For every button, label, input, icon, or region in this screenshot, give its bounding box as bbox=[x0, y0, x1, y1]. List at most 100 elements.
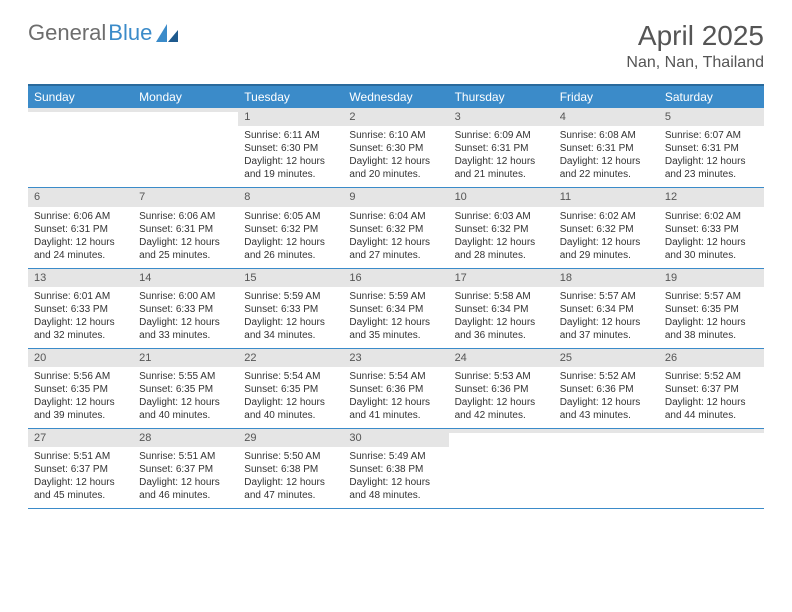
daylight-text: Daylight: 12 hours and 43 minutes. bbox=[560, 396, 653, 422]
sunset-text: Sunset: 6:33 PM bbox=[665, 223, 758, 236]
day-number: 13 bbox=[28, 269, 133, 287]
sunset-text: Sunset: 6:30 PM bbox=[244, 142, 337, 155]
sunrise-text: Sunrise: 5:54 AM bbox=[244, 370, 337, 383]
day-name: Thursday bbox=[449, 86, 554, 108]
sunrise-text: Sunrise: 6:09 AM bbox=[455, 129, 548, 142]
sunrise-text: Sunrise: 5:55 AM bbox=[139, 370, 232, 383]
sunset-text: Sunset: 6:36 PM bbox=[560, 383, 653, 396]
cell-body: Sunrise: 5:59 AMSunset: 6:34 PMDaylight:… bbox=[343, 287, 448, 348]
sunset-text: Sunset: 6:31 PM bbox=[455, 142, 548, 155]
daylight-text: Daylight: 12 hours and 39 minutes. bbox=[34, 396, 127, 422]
day-number: 9 bbox=[343, 188, 448, 206]
calendar-cell: 23Sunrise: 5:54 AMSunset: 6:36 PMDayligh… bbox=[343, 349, 448, 428]
sunrise-text: Sunrise: 5:57 AM bbox=[665, 290, 758, 303]
cell-body: Sunrise: 6:08 AMSunset: 6:31 PMDaylight:… bbox=[554, 126, 659, 187]
daylight-text: Daylight: 12 hours and 48 minutes. bbox=[349, 476, 442, 502]
sunset-text: Sunset: 6:37 PM bbox=[139, 463, 232, 476]
cell-body bbox=[28, 112, 133, 164]
sunrise-text: Sunrise: 5:51 AM bbox=[34, 450, 127, 463]
sunset-text: Sunset: 6:37 PM bbox=[665, 383, 758, 396]
day-name: Sunday bbox=[28, 86, 133, 108]
calendar-cell: 9Sunrise: 6:04 AMSunset: 6:32 PMDaylight… bbox=[343, 188, 448, 267]
cell-body: Sunrise: 6:05 AMSunset: 6:32 PMDaylight:… bbox=[238, 207, 343, 268]
sunrise-text: Sunrise: 5:59 AM bbox=[349, 290, 442, 303]
calendar-cell: 12Sunrise: 6:02 AMSunset: 6:33 PMDayligh… bbox=[659, 188, 764, 267]
daylight-text: Daylight: 12 hours and 47 minutes. bbox=[244, 476, 337, 502]
day-number: 25 bbox=[554, 349, 659, 367]
calendar-cell: 24Sunrise: 5:53 AMSunset: 6:36 PMDayligh… bbox=[449, 349, 554, 428]
week-row: 6Sunrise: 6:06 AMSunset: 6:31 PMDaylight… bbox=[28, 188, 764, 268]
calendar-cell bbox=[449, 429, 554, 508]
logo-sail-icon bbox=[156, 24, 178, 42]
location: Nan, Nan, Thailand bbox=[626, 54, 764, 72]
sunrise-text: Sunrise: 6:06 AM bbox=[139, 210, 232, 223]
sunset-text: Sunset: 6:34 PM bbox=[349, 303, 442, 316]
cell-body bbox=[449, 433, 554, 485]
day-number: 8 bbox=[238, 188, 343, 206]
sunrise-text: Sunrise: 6:02 AM bbox=[560, 210, 653, 223]
cell-body: Sunrise: 5:54 AMSunset: 6:35 PMDaylight:… bbox=[238, 367, 343, 428]
sunset-text: Sunset: 6:38 PM bbox=[349, 463, 442, 476]
day-number: 19 bbox=[659, 269, 764, 287]
sunrise-text: Sunrise: 6:01 AM bbox=[34, 290, 127, 303]
calendar-cell: 16Sunrise: 5:59 AMSunset: 6:34 PMDayligh… bbox=[343, 269, 448, 348]
cell-body: Sunrise: 6:07 AMSunset: 6:31 PMDaylight:… bbox=[659, 126, 764, 187]
day-number: 23 bbox=[343, 349, 448, 367]
day-number: 29 bbox=[238, 429, 343, 447]
calendar-cell: 30Sunrise: 5:49 AMSunset: 6:38 PMDayligh… bbox=[343, 429, 448, 508]
day-number: 30 bbox=[343, 429, 448, 447]
day-number: 22 bbox=[238, 349, 343, 367]
day-number: 16 bbox=[343, 269, 448, 287]
day-number: 14 bbox=[133, 269, 238, 287]
daylight-text: Daylight: 12 hours and 19 minutes. bbox=[244, 155, 337, 181]
sunset-text: Sunset: 6:35 PM bbox=[665, 303, 758, 316]
day-number: 7 bbox=[133, 188, 238, 206]
daylight-text: Daylight: 12 hours and 24 minutes. bbox=[34, 236, 127, 262]
cell-body bbox=[554, 433, 659, 485]
sunset-text: Sunset: 6:36 PM bbox=[349, 383, 442, 396]
sunrise-text: Sunrise: 5:58 AM bbox=[455, 290, 548, 303]
sunrise-text: Sunrise: 5:51 AM bbox=[139, 450, 232, 463]
daylight-text: Daylight: 12 hours and 40 minutes. bbox=[244, 396, 337, 422]
weeks-container: 1Sunrise: 6:11 AMSunset: 6:30 PMDaylight… bbox=[28, 108, 764, 509]
day-number: 21 bbox=[133, 349, 238, 367]
sunrise-text: Sunrise: 5:54 AM bbox=[349, 370, 442, 383]
cell-body: Sunrise: 5:52 AMSunset: 6:36 PMDaylight:… bbox=[554, 367, 659, 428]
cell-body: Sunrise: 5:50 AMSunset: 6:38 PMDaylight:… bbox=[238, 447, 343, 508]
sunrise-text: Sunrise: 6:11 AM bbox=[244, 129, 337, 142]
day-header-row: Sunday Monday Tuesday Wednesday Thursday… bbox=[28, 84, 764, 108]
day-number: 27 bbox=[28, 429, 133, 447]
day-number: 6 bbox=[28, 188, 133, 206]
logo: GeneralBlue bbox=[28, 20, 178, 46]
sunrise-text: Sunrise: 6:03 AM bbox=[455, 210, 548, 223]
daylight-text: Daylight: 12 hours and 22 minutes. bbox=[560, 155, 653, 181]
calendar-cell bbox=[28, 108, 133, 187]
sunset-text: Sunset: 6:38 PM bbox=[244, 463, 337, 476]
week-row: 20Sunrise: 5:56 AMSunset: 6:35 PMDayligh… bbox=[28, 349, 764, 429]
calendar-cell: 21Sunrise: 5:55 AMSunset: 6:35 PMDayligh… bbox=[133, 349, 238, 428]
top-bar: GeneralBlue April 2025 Nan, Nan, Thailan… bbox=[28, 20, 764, 72]
calendar-cell: 22Sunrise: 5:54 AMSunset: 6:35 PMDayligh… bbox=[238, 349, 343, 428]
cell-body: Sunrise: 6:02 AMSunset: 6:33 PMDaylight:… bbox=[659, 207, 764, 268]
week-row: 27Sunrise: 5:51 AMSunset: 6:37 PMDayligh… bbox=[28, 429, 764, 509]
daylight-text: Daylight: 12 hours and 25 minutes. bbox=[139, 236, 232, 262]
cell-body: Sunrise: 6:03 AMSunset: 6:32 PMDaylight:… bbox=[449, 207, 554, 268]
sunrise-text: Sunrise: 6:00 AM bbox=[139, 290, 232, 303]
day-number: 26 bbox=[659, 349, 764, 367]
daylight-text: Daylight: 12 hours and 32 minutes. bbox=[34, 316, 127, 342]
day-name: Friday bbox=[554, 86, 659, 108]
calendar-cell: 28Sunrise: 5:51 AMSunset: 6:37 PMDayligh… bbox=[133, 429, 238, 508]
cell-body: Sunrise: 5:55 AMSunset: 6:35 PMDaylight:… bbox=[133, 367, 238, 428]
sunrise-text: Sunrise: 5:52 AM bbox=[665, 370, 758, 383]
sunset-text: Sunset: 6:33 PM bbox=[244, 303, 337, 316]
sunset-text: Sunset: 6:31 PM bbox=[560, 142, 653, 155]
cell-body: Sunrise: 5:57 AMSunset: 6:34 PMDaylight:… bbox=[554, 287, 659, 348]
daylight-text: Daylight: 12 hours and 46 minutes. bbox=[139, 476, 232, 502]
daylight-text: Daylight: 12 hours and 23 minutes. bbox=[665, 155, 758, 181]
calendar-cell: 7Sunrise: 6:06 AMSunset: 6:31 PMDaylight… bbox=[133, 188, 238, 267]
cell-body: Sunrise: 5:57 AMSunset: 6:35 PMDaylight:… bbox=[659, 287, 764, 348]
sunset-text: Sunset: 6:35 PM bbox=[244, 383, 337, 396]
calendar-cell: 26Sunrise: 5:52 AMSunset: 6:37 PMDayligh… bbox=[659, 349, 764, 428]
daylight-text: Daylight: 12 hours and 33 minutes. bbox=[139, 316, 232, 342]
daylight-text: Daylight: 12 hours and 27 minutes. bbox=[349, 236, 442, 262]
